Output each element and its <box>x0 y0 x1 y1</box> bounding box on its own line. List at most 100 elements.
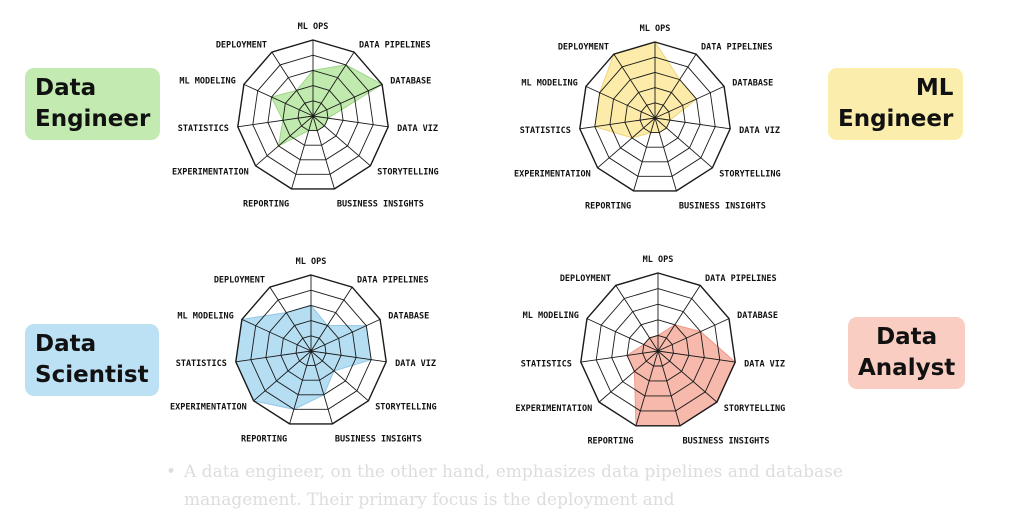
axis-label-data-viz: DATA VIZ <box>739 126 780 136</box>
grid-ring <box>237 39 389 190</box>
grid-spoke <box>654 117 677 192</box>
axis-label-data-pipelines: DATA PIPELINES <box>701 43 773 53</box>
axis-label-reporting: REPORTING <box>587 437 633 447</box>
axis-label-ml-ops: ML OPS <box>643 255 674 265</box>
grid-spoke <box>243 83 314 117</box>
grid-spoke <box>598 350 659 403</box>
radar-chart-data-engineer: ML OPS DATA PIPELINES DATABASE DATA VIZ STOR… <box>172 22 439 210</box>
axis-label-storytelling: STORYTELLING <box>375 403 436 413</box>
axis-label-data-viz: DATA VIZ <box>397 124 438 134</box>
axis-label-storytelling: STORYTELLING <box>377 168 438 178</box>
axis-label-deployment: DEPLOYMENT <box>560 274 611 284</box>
grid-spoke <box>271 51 314 117</box>
axis-label-ml-ops: ML OPS <box>296 257 327 267</box>
grid-spoke <box>654 117 731 130</box>
grid-ring <box>280 320 342 381</box>
grid-ring <box>609 71 701 163</box>
axis-label-deployment: DEPLOYMENT <box>216 41 267 51</box>
axis-label-deployment: DEPLOYMENT <box>558 43 609 53</box>
radar-chart-data-analyst: ML OPS DATA PIPELINES DATABASE DATA VIZ STOR… <box>515 255 785 447</box>
grid-spoke <box>657 350 736 363</box>
grid-spoke <box>312 115 389 128</box>
axis-label-ml-modeling: ML MODELING <box>177 312 233 322</box>
grid-ring <box>580 272 736 427</box>
grid-ring <box>595 288 721 412</box>
grid-ring <box>282 85 344 146</box>
grid-spoke <box>657 350 718 403</box>
grid-spoke <box>657 285 701 352</box>
grid-spoke <box>312 51 355 117</box>
axis-label-data-viz: DATA VIZ <box>395 359 436 369</box>
axis-label-reporting: REPORTING <box>585 202 631 212</box>
axis-label-storytelling: STORYTELLING <box>724 404 785 414</box>
axis-label-experimentation: EXPERIMENTATION <box>515 404 592 414</box>
data-engineer-badge: Data Engineer <box>25 68 161 140</box>
axis-label-data-viz: DATA VIZ <box>744 359 785 369</box>
grid-spoke <box>289 350 312 425</box>
grid-spoke <box>235 350 312 363</box>
grid-ring <box>624 87 686 148</box>
grid-spoke <box>310 286 353 352</box>
grid-spoke <box>597 117 656 169</box>
grid-ring <box>252 54 374 175</box>
axis-label-reporting: REPORTING <box>243 200 289 210</box>
grid-ring <box>642 334 674 367</box>
grid-spoke <box>615 285 659 352</box>
grid-spoke <box>635 350 659 426</box>
data-scientist-badge: Data Scientist <box>25 324 159 396</box>
axis-label-data-pipelines: DATA PIPELINES <box>357 276 429 286</box>
grid-spoke <box>585 85 656 119</box>
grid-spoke <box>241 318 312 352</box>
axis-label-reporting: REPORTING <box>241 435 287 445</box>
grid-spoke <box>312 115 335 190</box>
grid-ring <box>626 319 690 382</box>
axis-label-statistics: STATISTICS <box>176 359 227 369</box>
radar-chart-ml-engineer: ML OPS DATA PIPELINES DATABASE DATA VIZ STOR… <box>514 24 781 212</box>
bullet-text: A data engineer, on the other hand, emph… <box>184 462 843 510</box>
axis-label-experimentation: EXPERIMENTATION <box>170 403 247 413</box>
body-paragraph: • A data engineer, on the other hand, em… <box>166 458 866 514</box>
grid-spoke <box>269 286 312 352</box>
grid-spoke <box>253 350 312 402</box>
axis-label-deployment: DEPLOYMENT <box>214 276 265 286</box>
grid-ring <box>250 289 372 410</box>
grid-ring <box>639 102 671 134</box>
grid-ring <box>611 303 705 397</box>
grid-ring <box>594 56 716 177</box>
grid-ring <box>235 274 387 425</box>
axis-label-business-insights: BUSINESS INSIGHTS <box>683 437 770 447</box>
grid-ring <box>297 100 329 132</box>
axis-label-database: DATABASE <box>732 79 773 89</box>
axis-label-database: DATABASE <box>390 77 431 87</box>
radar-chart-data-scientist: ML OPS DATA PIPELINES DATABASE DATA VIZ STOR… <box>170 257 437 445</box>
axis-label-statistics: STATISTICS <box>521 359 572 369</box>
bullet-marker: • <box>166 462 177 482</box>
axis-label-storytelling: STORYTELLING <box>719 170 780 180</box>
grid-spoke <box>237 115 314 128</box>
grid-spoke <box>654 53 697 119</box>
grid-spoke <box>310 350 369 402</box>
axis-label-business-insights: BUSINESS INSIGHTS <box>337 200 424 210</box>
grid-spoke <box>310 350 387 363</box>
data-analyst-badge: Data Analyst <box>848 317 966 389</box>
grid-ring <box>265 304 357 396</box>
grid-spoke <box>657 318 730 352</box>
axis-label-database: DATABASE <box>737 311 778 321</box>
axis-label-ml-modeling: ML MODELING <box>523 311 579 321</box>
axis-label-statistics: STATISTICS <box>178 124 229 134</box>
grid-spoke <box>310 350 333 425</box>
grid-ring <box>267 69 359 161</box>
axis-label-experimentation: EXPERIMENTATION <box>172 168 249 178</box>
axis-label-database: DATABASE <box>388 312 429 322</box>
axis-label-ml-modeling: ML MODELING <box>179 77 235 87</box>
axis-label-business-insights: BUSINESS INSIGHTS <box>335 435 422 445</box>
grid-spoke <box>613 53 656 119</box>
axis-label-data-pipelines: DATA PIPELINES <box>705 274 777 284</box>
ml-engineer-badge: ML Engineer <box>828 68 964 140</box>
grid-spoke <box>654 85 725 119</box>
grid-spoke <box>657 350 681 426</box>
grid-spoke <box>312 115 371 167</box>
axis-label-ml-modeling: ML MODELING <box>521 79 577 89</box>
axis-label-statistics: STATISTICS <box>520 126 571 136</box>
grid-spoke <box>633 117 656 192</box>
